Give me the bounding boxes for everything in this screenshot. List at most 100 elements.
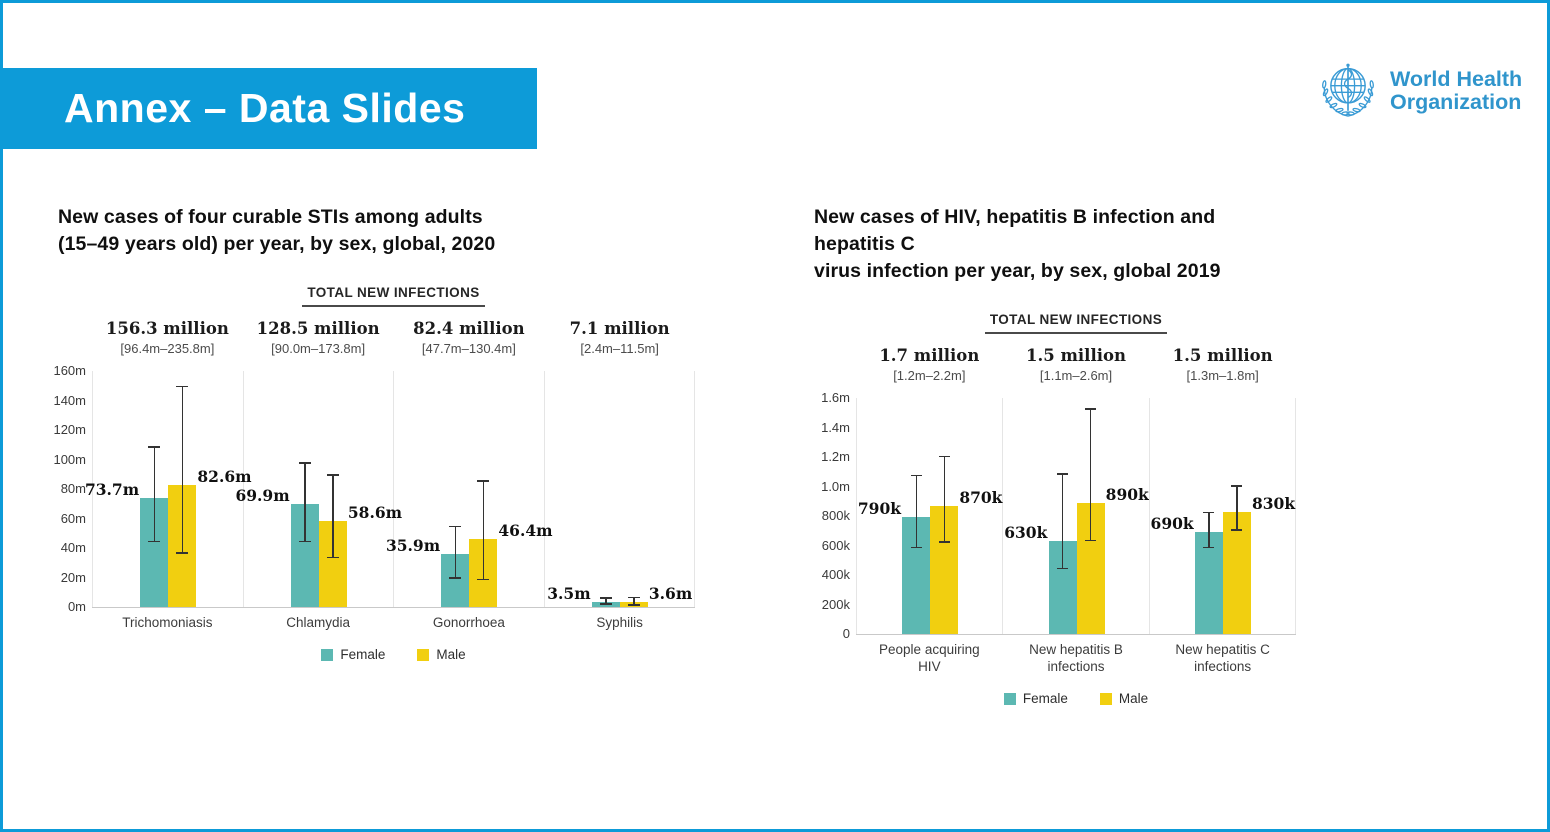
panel-trichomoniasis: 73.7m 82.6m [85,371,252,607]
error-bar-female-chlamydia [298,462,311,543]
panels: 790k 870k 630k 890k 690k 830k [856,398,1296,635]
chart-hiv-hepatitis: New cases of HIV, hepatitis B infection … [814,204,1296,706]
legend-item-female: Female [321,647,385,662]
legend: Female Male [92,647,695,662]
error-bar-male-new-hepatitis-b [1085,408,1097,542]
error-bar-male-trichomoniasis [176,385,189,555]
totals-row: 156.3 million [96.4m–235.8m] 128.5 million… [92,318,695,357]
error-bar-line [454,525,457,579]
category-labels-row: Trichomoniasis Chlamydia Gonorrhoea Syphili… [92,614,695,631]
total-gonorrhoea: 82.4 million [47.7m–130.4m] [394,318,545,357]
error-bar-female-trichomoniasis [148,446,161,543]
panel-new-hepatitis-c: 690k 830k [1148,398,1296,634]
legend-label-male: Male [436,647,466,662]
total-value-people-acquiring: 1.7 million [879,346,980,365]
total-value-chlamydia: 128.5 million [256,319,380,338]
total-syphilis: 7.1 million [2.4m–11.5m] [544,318,695,357]
y-tick-20m: 20m [60,569,86,585]
panels: 73.7m 82.6m 69.9m 58.6m 35.9m 46.4m 3.5m 3.6m [85,371,695,608]
y-tick-1.6m: 1.6m [821,390,850,405]
value-label-female-new-hepatitis-b: 630k [1004,523,1048,543]
y-tick-0: 0 [842,626,850,641]
y-tick-120m: 120m [53,422,86,437]
error-bar-line [1236,485,1238,531]
category-label-people-acquiring: People acquiring HIV [879,642,980,674]
total-people-acquiring: 1.7 million [1.2m–2.2m] [856,345,1003,384]
title-banner: Annex – Data Slides [3,68,537,149]
error-bar-female-gonorrhoea [449,525,462,580]
value-label-female-people-acquiring: 790k [857,499,901,519]
error-bar-line [605,597,607,605]
total-trichomoniasis: 156.3 million [96.4m–235.8m] [92,318,243,357]
y-tick-200k: 200k [821,596,850,612]
y-tick-1.0m: 1.0m [821,478,850,494]
value-label-male-new-hepatitis-c: 830k [1251,493,1296,513]
total-ci-trichomoniasis: [96.4m–235.8m] [120,341,215,356]
chart-title: New cases of HIV, hepatitis B infection … [814,206,1221,282]
total-new-infections-header-wrap: TOTAL NEW INFECTIONS [92,284,695,307]
value-label-male-people-acquiring: 870k [959,487,1003,507]
legend-label-male: Male [1118,691,1149,706]
error-bar-male-gonorrhoea [477,480,490,581]
error-bar-line [915,474,918,549]
legend-swatch-male [417,648,430,661]
value-label-male-chlamydia: 58.6m [347,502,403,522]
who-wordmark: World Health Organization [1390,68,1522,114]
panel-syphilis: 3.5m 3.6m [543,371,695,607]
y-tick-400k: 400k [821,567,850,582]
error-bar-line [1061,473,1064,570]
value-label-male-new-hepatitis-b: 890k [1105,484,1149,504]
y-tick-0m: 0m [67,599,86,614]
category-label-trichomoniasis: Trichomoniasis [122,615,213,630]
legend-item-male: Male [417,647,466,662]
error-bar-male-people-acquiring [938,455,950,543]
value-label-female-gonorrhoea: 35.9m [385,536,441,556]
who-wordmark-line2: Organization [1390,90,1522,114]
total-value-syphilis: 7.1 million [569,319,670,338]
totals-row: 1.7 million [1.2m–2.2m] 1.5 million [1.1m–2… [856,345,1296,384]
plot-area: 0m 20m 40m 60m 80m 100m 120m 140m 160m 73.7m 82.6… [53,363,695,614]
value-label-male-gonorrhoea: 46.4m [498,520,553,540]
y-tick-600k: 600k [821,537,850,553]
total-value-new-hepatitis-c: 1.5 million [1172,346,1273,365]
chart-title: New cases of four curable STIs among adu… [58,206,496,255]
category-label-syphilis: Syphilis [596,615,643,630]
error-bar-female-syphilis [599,597,612,606]
value-label-male-syphilis: 3.6m [648,583,693,603]
panel-gonorrhoea: 35.9m 46.4m [386,371,553,607]
total-new-infections-header: TOTAL NEW INFECTIONS [302,285,485,307]
error-bar-line [1208,511,1210,549]
error-bar-male-chlamydia [326,474,339,559]
error-bar-male-syphilis [627,596,640,606]
total-ci-gonorrhoea: [47.7m–130.4m] [421,341,516,356]
who-emblem-icon [1322,63,1375,117]
error-bar-line [943,455,946,543]
total-value-new-hepatitis-b: 1.5 million [1026,346,1126,365]
total-new-infections-header: TOTAL NEW INFECTIONS [984,312,1168,334]
y-tick-60m: 60m [60,510,86,526]
legend-swatch-female [1003,692,1016,705]
total-new-infections-header-wrap: TOTAL NEW INFECTIONS [856,311,1296,334]
error-bar-line [153,446,156,543]
category-label-new-hepatitis-b: New hepatitis B infections [1029,642,1123,674]
total-new-hepatitis-c: 1.5 million [1.3m–1.8m] [1149,345,1296,384]
error-bar-line [633,596,635,606]
category-labels-row: People acquiring HIV New hepatitis B infe… [856,641,1296,675]
value-label-male-trichomoniasis: 82.6m [197,467,252,487]
bar-male-new-hepatitis-c [1222,511,1251,634]
error-bar-line [181,385,184,554]
error-bar-line [332,474,334,559]
panel-people-acquiring: 790k 870k [856,398,1002,634]
legend-swatch-female [321,648,334,661]
value-label-female-trichomoniasis: 73.7m [84,480,140,500]
y-tick-800k: 800k [821,508,850,523]
total-ci-people-acquiring: [1.2m–2.2m] [893,368,966,383]
y-tick-1.4m: 1.4m [821,419,850,435]
y-tick-160m: 160m [53,363,86,378]
laurel-wreath [1322,79,1375,117]
error-bar-line [1089,408,1092,542]
staff-of-asclepius [1343,63,1353,111]
panel-new-hepatitis-b: 630k 890k [1002,398,1149,634]
y-axis: 0m 20m 40m 60m 80m 100m 120m 140m 160m [53,363,92,614]
